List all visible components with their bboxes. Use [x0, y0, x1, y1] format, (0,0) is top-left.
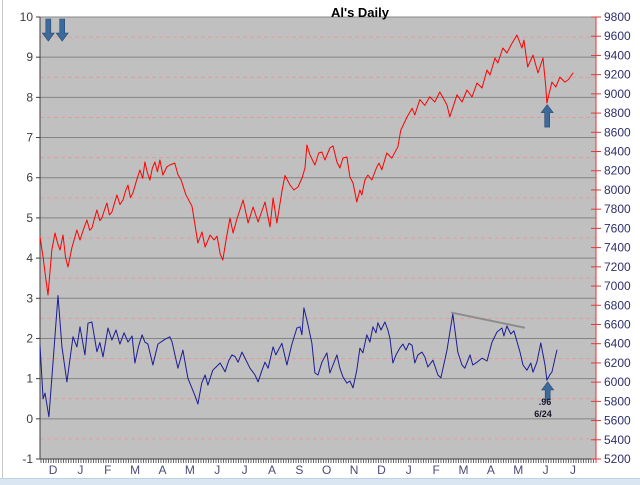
y-axis-left-label: 9	[26, 50, 33, 64]
x-axis-month-label: S	[295, 463, 303, 477]
x-axis-month-label: F	[104, 463, 111, 477]
y-axis-right-label: 6200	[604, 356, 631, 370]
x-axis-month-label: F	[432, 463, 439, 477]
y-axis-right-label: 9400	[604, 48, 631, 62]
x-axis-month-label: J	[242, 463, 248, 477]
up-arrow-marker	[540, 104, 554, 128]
x-axis-month-label: A	[158, 463, 166, 477]
x-axis-month-label: A	[268, 463, 276, 477]
y-axis-right-label: 8800	[604, 106, 631, 120]
y-axis-right-label: 7400	[604, 241, 631, 255]
up-arrow-marker	[541, 381, 555, 401]
price-line	[39, 34, 574, 296]
y-axis-right-label: 9200	[604, 68, 631, 82]
y-axis-right-label: 6800	[604, 298, 631, 312]
x-axis-month-label: A	[487, 463, 495, 477]
oscillator-line	[39, 295, 558, 418]
y-axis-left-label: 8	[26, 90, 33, 104]
x-axis-month-label: M	[459, 463, 469, 477]
y-axis-left-label: 7	[26, 131, 33, 145]
chart-title: Al's Daily	[330, 5, 389, 20]
y-axis-left-label: -1	[22, 452, 33, 466]
x-axis-month-label: D	[377, 463, 386, 477]
y-axis-left-label: 1	[26, 372, 33, 386]
window-bottom-strip	[0, 478, 640, 485]
oscillator-low-date-label: 6/24	[534, 409, 552, 419]
y-axis-left-label: 5	[26, 211, 33, 225]
y-axis-right-label: 8200	[604, 164, 631, 178]
y-axis-right-label: 8000	[604, 183, 631, 197]
y-axis-right-label: 5200	[604, 452, 631, 466]
y-axis-left-label: 2	[26, 331, 33, 345]
x-axis-month-label: J	[543, 463, 549, 477]
y-axis-right-label: 9600	[604, 29, 631, 43]
y-axis-left-label: 0	[26, 412, 33, 426]
y-axis-right-label: 6000	[604, 375, 631, 389]
x-axis-month-label: M	[130, 463, 140, 477]
y-axis-right-label: 9000	[604, 87, 631, 101]
y-axis-left-label: 6	[26, 171, 33, 185]
y-axis-left-label: 10	[20, 10, 34, 24]
x-axis-month-label: D	[49, 463, 58, 477]
y-axis-left-label: 3	[26, 291, 33, 305]
oscillator-low-value-label: .96	[538, 397, 552, 407]
trendline-line	[451, 311, 526, 329]
x-axis-month-label: J	[77, 463, 83, 477]
down-arrow-marker	[41, 18, 55, 42]
window-left-edge	[2, 0, 3, 485]
x-axis-month-label: N	[350, 463, 359, 477]
y-axis-right-label: 7200	[604, 260, 631, 274]
y-axis-right-label: 8400	[604, 145, 631, 159]
y-axis-right-label: 5800	[604, 394, 631, 408]
y-axis-right-label: 7600	[604, 221, 631, 235]
y-axis-right-label: 8600	[604, 125, 631, 139]
x-axis-month-label: J	[214, 463, 220, 477]
x-axis-month-label: M	[513, 463, 523, 477]
y-axis-left-label: 4	[26, 251, 33, 265]
x-axis-month-label: J	[406, 463, 412, 477]
y-axis-right-label: 5400	[604, 433, 631, 447]
x-axis-month-label: O	[322, 463, 331, 477]
x-axis-month-label: M	[185, 463, 195, 477]
down-arrow-marker	[55, 18, 69, 42]
y-axis-right-label: 9800	[604, 10, 631, 24]
y-axis-right-label: 7000	[604, 279, 631, 293]
x-axis-month-label: J	[570, 463, 576, 477]
y-axis-right-label: 7800	[604, 202, 631, 216]
y-axis-right-label: 6400	[604, 337, 631, 351]
y-axis-right-label: 6600	[604, 317, 631, 331]
y-axis-right-label: 5600	[604, 414, 631, 428]
